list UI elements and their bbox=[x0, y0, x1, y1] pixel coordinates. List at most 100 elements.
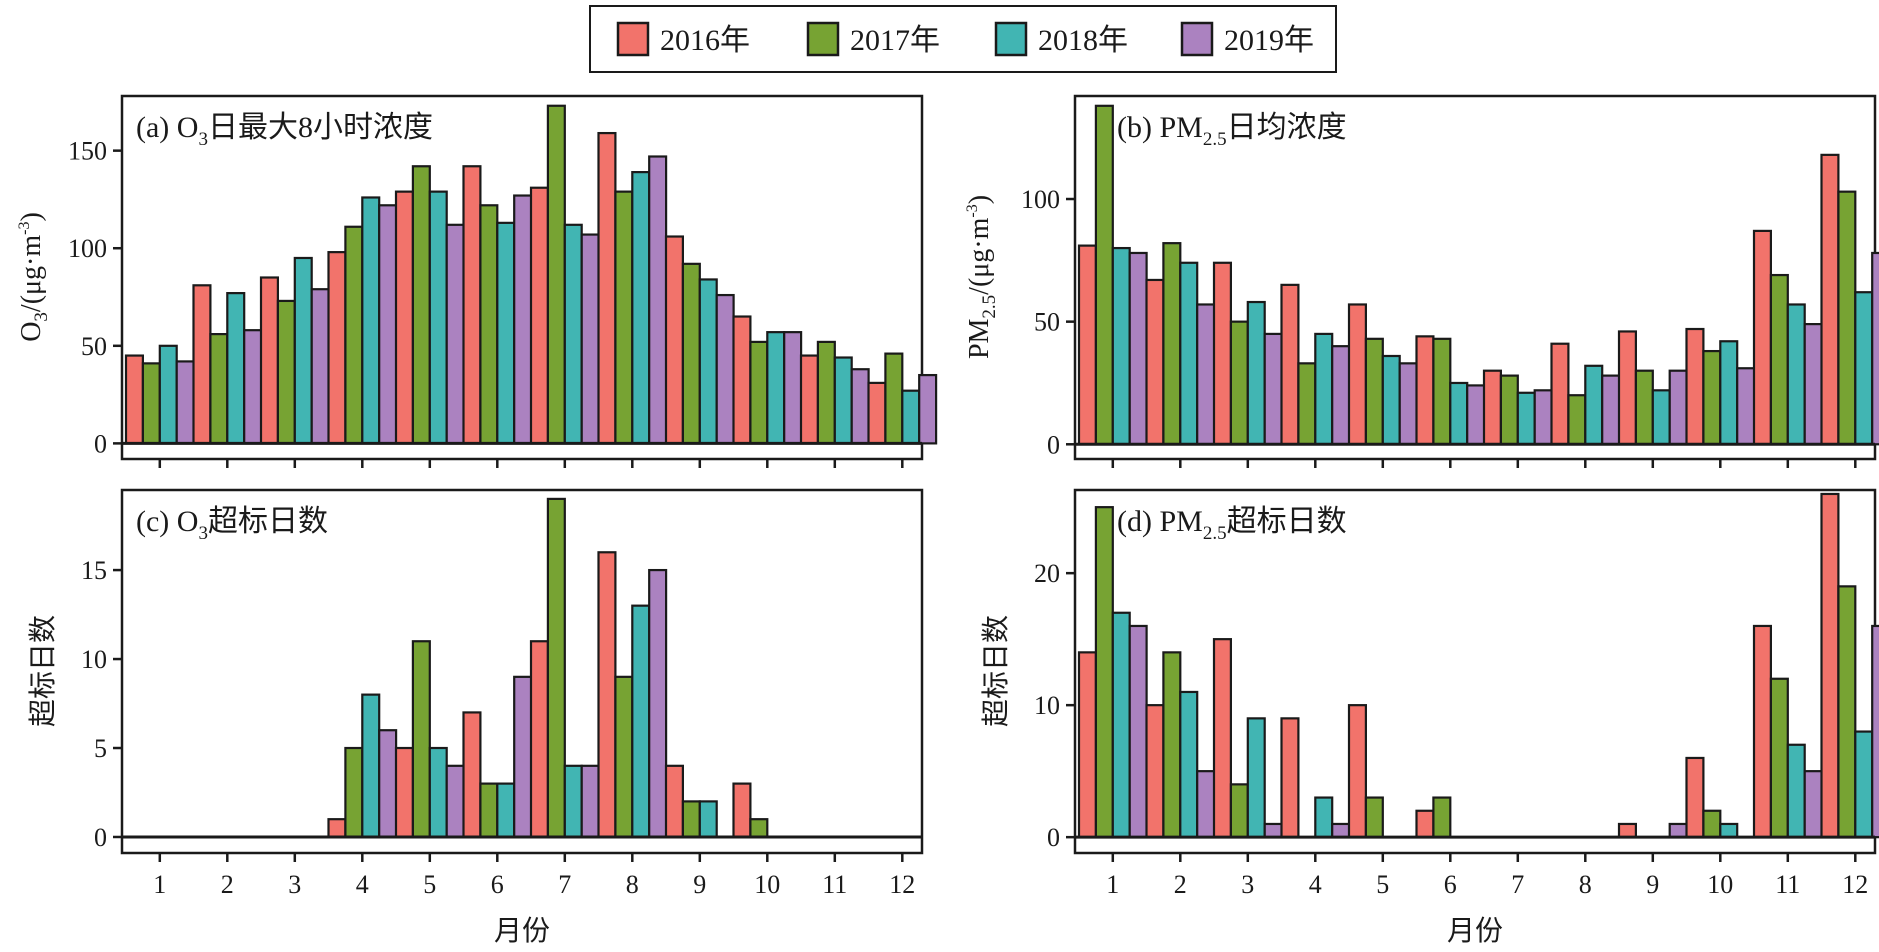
x-tick-label: 8 bbox=[1579, 870, 1592, 899]
bar-d-m3-2016 bbox=[1212, 638, 1232, 839]
y-tick-label: 100 bbox=[68, 234, 107, 263]
bar-a-m8-2019 bbox=[648, 155, 668, 445]
bar-b-m8-2019 bbox=[1601, 374, 1621, 446]
bar-c-m8-2016 bbox=[597, 551, 617, 839]
x-tick-label: 6 bbox=[1444, 870, 1457, 899]
bar-d-m4-2019 bbox=[1331, 822, 1351, 839]
bar-a-m4-2019 bbox=[378, 204, 398, 445]
bar-b-m11-2018 bbox=[1786, 303, 1806, 446]
bar-a-m7-2018 bbox=[563, 223, 583, 445]
x-axis-title: 月份 bbox=[494, 915, 550, 947]
panel-title-suffix: 日均浓度 bbox=[1227, 111, 1347, 144]
bar-b-m10-2019 bbox=[1736, 367, 1756, 446]
bar-a-m8-2018 bbox=[631, 171, 651, 445]
bar-b-m7-2016 bbox=[1482, 369, 1502, 446]
y-axis-ticks: 0 10 20 bbox=[1034, 559, 1075, 852]
bar-a-m2-2018 bbox=[226, 292, 246, 445]
y-tick-label: 50 bbox=[81, 332, 107, 361]
bar-a-m11-2018 bbox=[833, 356, 853, 445]
bar-b-m12-2016 bbox=[1820, 153, 1840, 446]
bar-a-m2-2017 bbox=[209, 333, 229, 445]
bar-b-m7-2019 bbox=[1533, 389, 1553, 446]
y-axis-ticks: 0 5 10 15 bbox=[81, 556, 122, 852]
x-tick-label: 5 bbox=[423, 870, 436, 899]
bar-c-m5-2019 bbox=[445, 764, 465, 839]
bar-a-m7-2019 bbox=[580, 233, 600, 445]
x-tick-label: 12 bbox=[889, 870, 915, 899]
x-tick-label: 3 bbox=[1241, 870, 1254, 899]
bar-c-m7-2019 bbox=[580, 764, 600, 839]
bar-b-m12-2018 bbox=[1854, 291, 1874, 446]
bar-b-m5-2016 bbox=[1347, 303, 1367, 446]
bar-b-m3-2019 bbox=[1263, 332, 1283, 446]
y-tick-label: 10 bbox=[1034, 691, 1060, 720]
x-axis-ticks bbox=[158, 459, 904, 468]
bar-d-m6-2017 bbox=[1432, 796, 1452, 839]
x-tick-label: 2 bbox=[221, 870, 234, 899]
bar-a-m5-2019 bbox=[445, 223, 465, 445]
x-tick-label: 9 bbox=[693, 870, 706, 899]
y-tick-label: 100 bbox=[1021, 185, 1060, 214]
bar-c-m9-2016 bbox=[664, 764, 684, 839]
x-axis-ticks: 1 2 3 4 5 6 7 8 9 10 11 12 bbox=[153, 853, 915, 899]
panel-title-prefix: (a) O bbox=[136, 111, 198, 144]
bar-b-m6-2018 bbox=[1449, 381, 1469, 446]
y-tick-label: 0 bbox=[1047, 823, 1060, 852]
bar-d-m11-2016 bbox=[1752, 624, 1772, 839]
bar-c-m8-2019 bbox=[648, 568, 668, 839]
x-tick-label: 1 bbox=[1106, 870, 1119, 899]
bar-d-m12-2018 bbox=[1854, 730, 1874, 839]
bar-b-m7-2017 bbox=[1499, 374, 1519, 446]
bar-c-m7-2017 bbox=[546, 497, 566, 839]
y-tick-label: 150 bbox=[68, 137, 107, 166]
bar-d-m1-2018 bbox=[1111, 611, 1131, 839]
bar-d-m11-2018 bbox=[1786, 743, 1806, 839]
bar-a-m9-2019 bbox=[715, 293, 735, 445]
bar-b-m12-2017 bbox=[1837, 190, 1857, 446]
bar-a-m8-2017 bbox=[614, 190, 634, 445]
bar-a-m11-2016 bbox=[799, 354, 819, 445]
x-tick-label: 2 bbox=[1174, 870, 1187, 899]
bars bbox=[1077, 104, 1879, 446]
x-tick-label: 3 bbox=[288, 870, 301, 899]
bar-b-m3-2017 bbox=[1229, 320, 1249, 446]
bar-b-m10-2016 bbox=[1685, 327, 1705, 446]
bar-b-m6-2017 bbox=[1432, 337, 1452, 446]
bar-c-m4-2019 bbox=[378, 729, 398, 839]
bar-d-m10-2016 bbox=[1685, 756, 1705, 839]
bar-d-m2-2018 bbox=[1179, 690, 1199, 839]
y-tick-label: 50 bbox=[1034, 308, 1060, 337]
legend: 2016年 2017年 2018年 2019年 bbox=[589, 5, 1337, 73]
panel-title-subscript: 2.5 bbox=[1203, 523, 1227, 544]
bar-a-m4-2017 bbox=[344, 225, 364, 445]
panel-title-prefix: (b) PM bbox=[1117, 111, 1203, 144]
bar-b-m4-2019 bbox=[1331, 345, 1351, 446]
bar-b-m2-2019 bbox=[1196, 303, 1216, 446]
bar-a-m1-2017 bbox=[141, 362, 161, 445]
bar-b-m12-2019 bbox=[1871, 251, 1879, 446]
bar-d-m9-2016 bbox=[1617, 822, 1637, 839]
bar-c-m5-2018 bbox=[428, 746, 448, 839]
legend-label-2019: 2019年 bbox=[1224, 24, 1314, 57]
bar-a-m3-2016 bbox=[259, 276, 279, 445]
panel-title-suffix: 超标日数 bbox=[208, 505, 328, 538]
panel-title-subscript: 3 bbox=[198, 523, 208, 544]
x-tick-label: 8 bbox=[626, 870, 639, 899]
y-axis-title: 超标日数 bbox=[27, 615, 59, 727]
y-axis-title: PM2.5/(μg·m-3) bbox=[964, 195, 1000, 359]
x-tick-label: 9 bbox=[1646, 870, 1659, 899]
panel-title-subscript: 2.5 bbox=[1203, 129, 1227, 150]
bar-b-m1-2019 bbox=[1128, 251, 1148, 446]
y-tick-label: 10 bbox=[81, 645, 107, 674]
bar-b-m1-2016 bbox=[1077, 244, 1097, 446]
bar-b-m4-2017 bbox=[1297, 362, 1317, 446]
bar-b-m6-2019 bbox=[1466, 384, 1486, 446]
y-tick-label: 0 bbox=[94, 823, 107, 852]
bar-c-m4-2017 bbox=[344, 746, 364, 839]
bar-b-m4-2018 bbox=[1314, 332, 1334, 446]
x-axis-ticks bbox=[1111, 459, 1857, 468]
panel-title: (b) PM2.5日均浓度 bbox=[1117, 111, 1347, 150]
x-tick-label: 11 bbox=[822, 870, 847, 899]
bar-d-m1-2017 bbox=[1094, 506, 1114, 839]
bar-b-m11-2017 bbox=[1769, 273, 1789, 446]
